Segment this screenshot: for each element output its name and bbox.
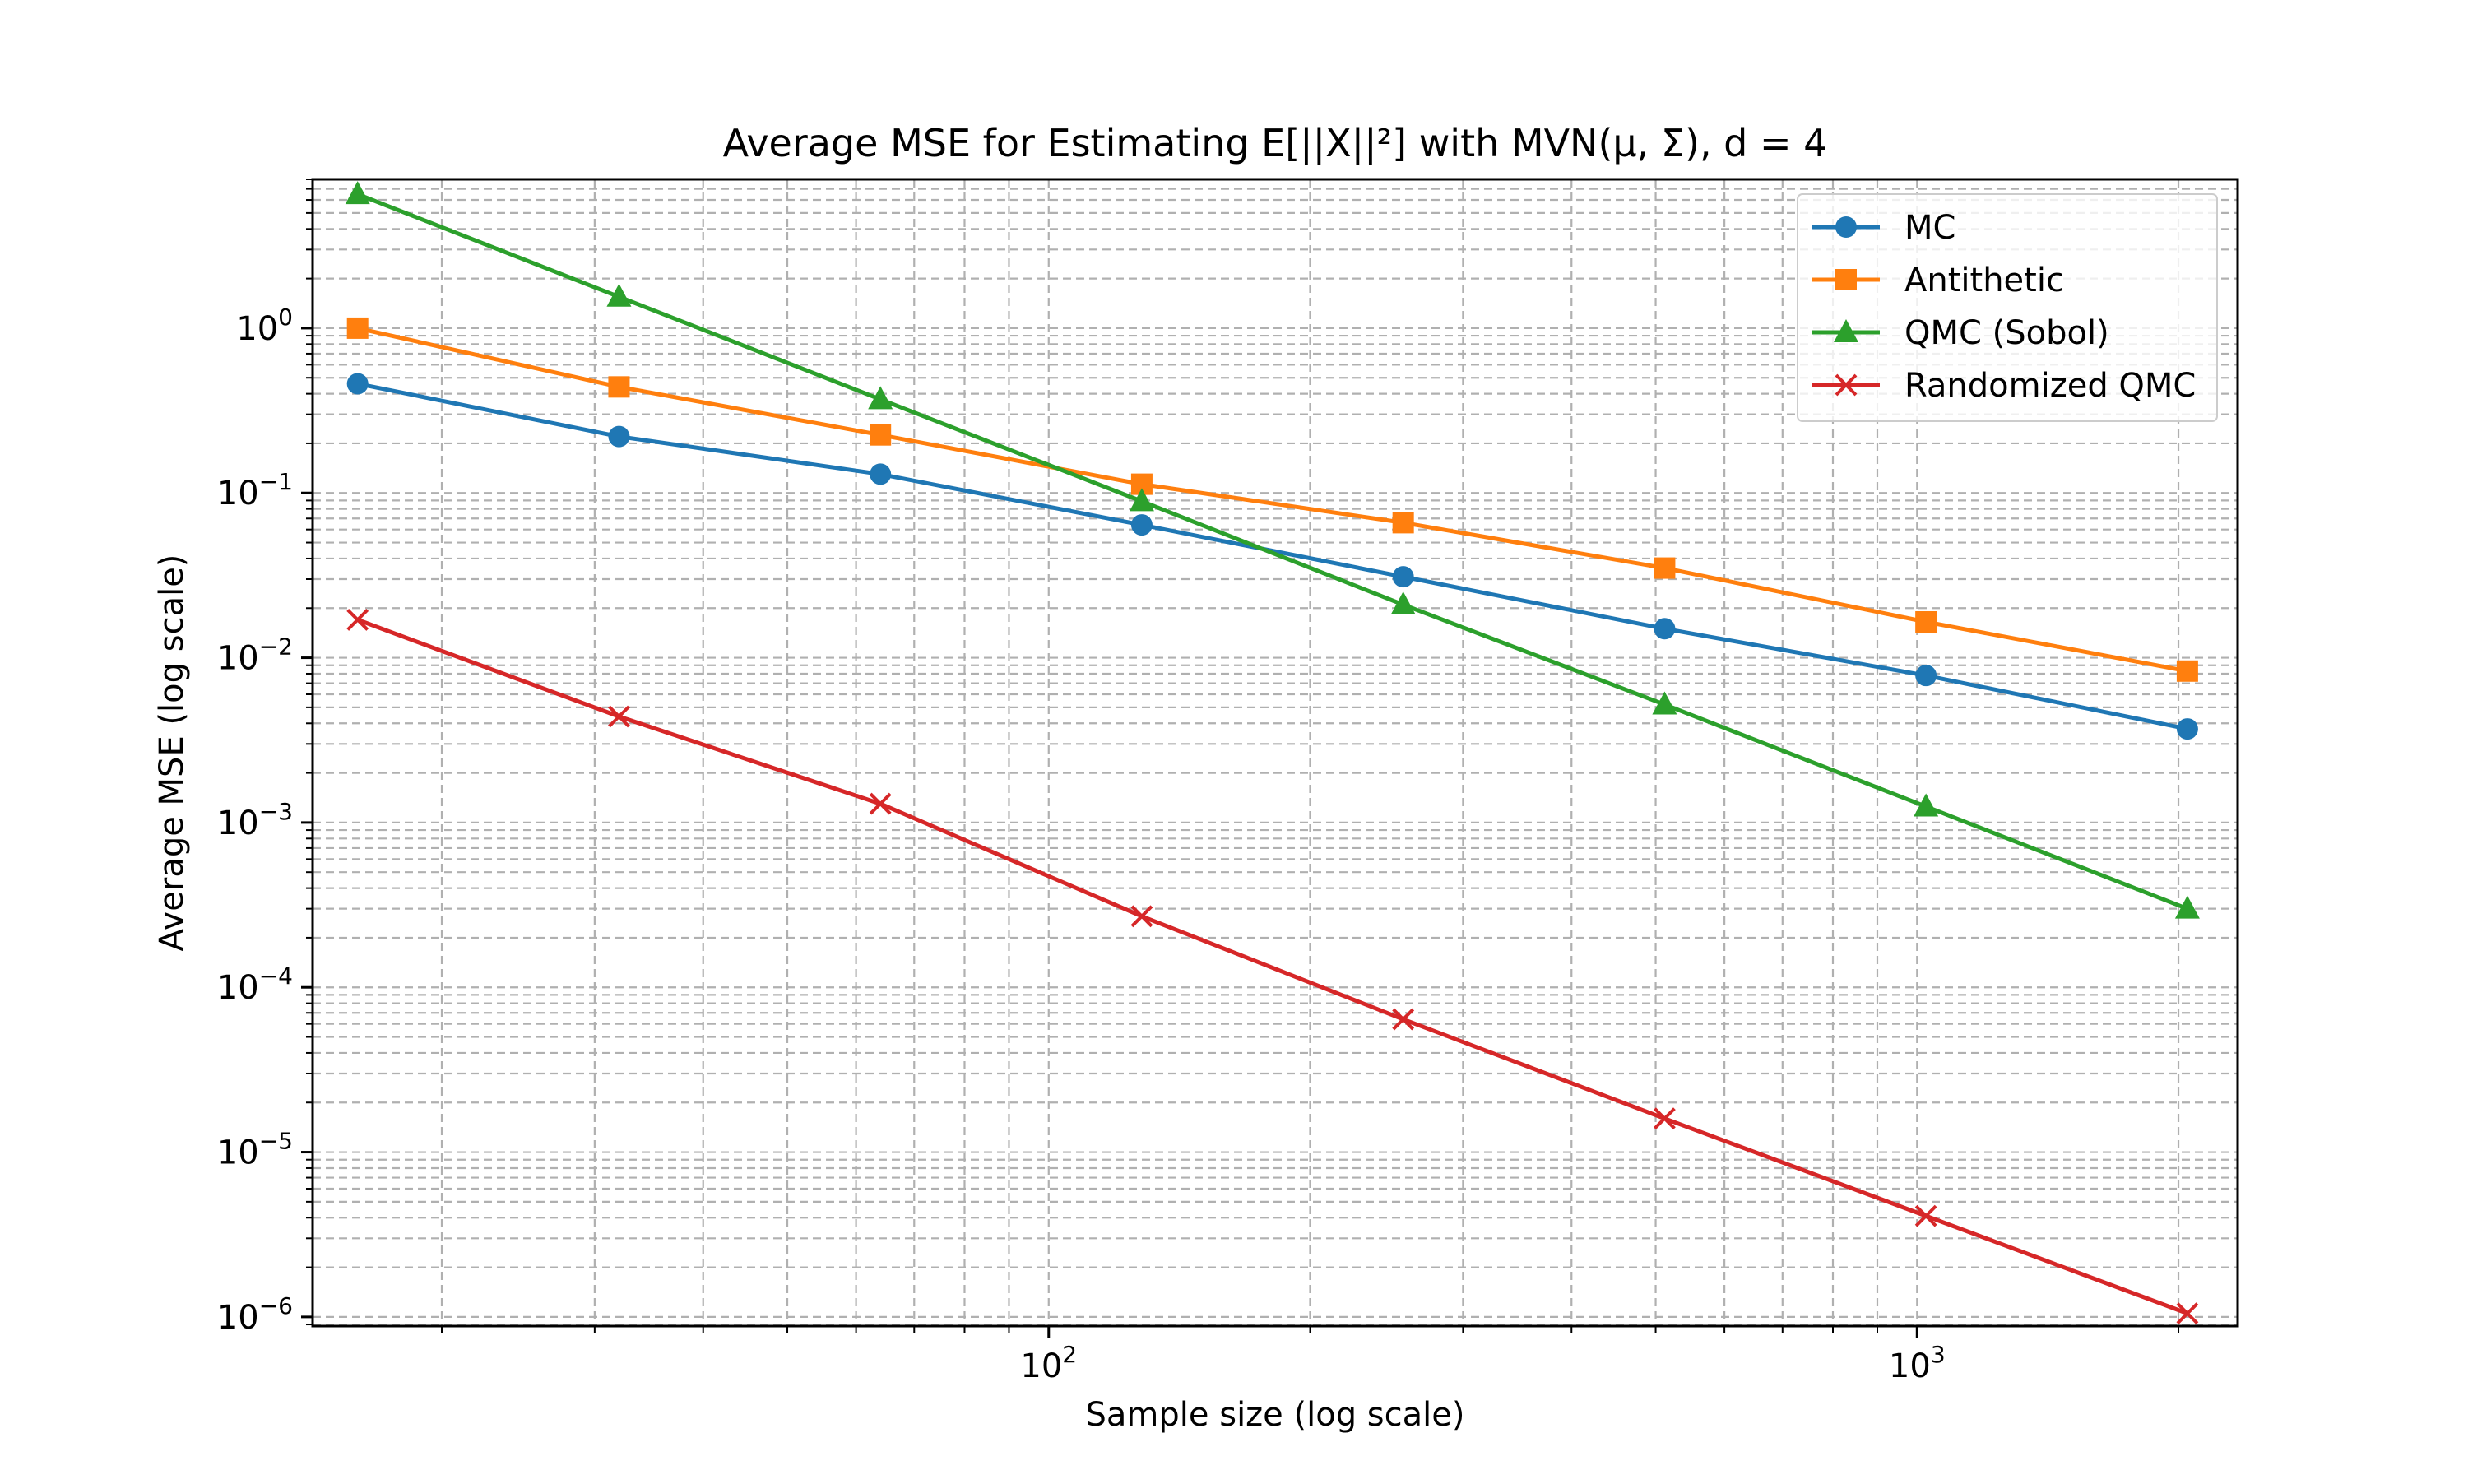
data-point [608, 705, 630, 728]
legend-marker [1835, 373, 1858, 397]
data-point [1915, 665, 1937, 687]
series-layer [345, 181, 2200, 1325]
legend-marker [1834, 319, 1858, 342]
legend-marker [1835, 269, 1857, 290]
data-point [608, 376, 630, 398]
data-point [606, 283, 632, 307]
chart-title: Average MSE for Estimating E[||X||²] wit… [723, 121, 1828, 166]
y-tick-label: 10−1 [217, 468, 293, 512]
data-point [1130, 905, 1153, 928]
x-axis-label: Sample size (log scale) [1086, 1396, 1465, 1434]
y-tick-label: 10−2 [217, 633, 293, 678]
data-point [870, 463, 892, 485]
legend-entry: MC [1812, 209, 1955, 247]
data-point [1915, 611, 1937, 633]
data-point [1392, 512, 1414, 534]
data-point [346, 317, 369, 339]
data-point [1652, 691, 1677, 715]
legend-entry: QMC (Sobol) [1812, 314, 2109, 352]
data-point [346, 373, 369, 395]
series-randomized-qmc [346, 608, 2199, 1325]
data-point [2176, 718, 2198, 740]
series-qmc-sobol [345, 181, 2200, 919]
data-point [1654, 618, 1676, 640]
data-point [608, 425, 630, 448]
series-line [357, 326, 2188, 674]
y-axis-label: Average MSE (log scale) [153, 554, 191, 952]
ticks: 102 103 100 10−1 10−2 10−3 10−4 10−5 10−6 [217, 179, 2180, 1385]
data-point [1914, 1204, 1937, 1227]
data-point [346, 608, 369, 631]
x-tick-label: 103 [1889, 1341, 1946, 1385]
legend-entry: Randomized QMC [1812, 367, 2196, 405]
legend-label: QMC (Sobol) [1904, 314, 2109, 352]
data-point [869, 792, 892, 815]
data-point [1130, 514, 1153, 536]
grid-lines [313, 178, 2238, 1326]
data-point [1654, 1107, 1676, 1130]
data-point [345, 181, 370, 205]
legend-label: Randomized QMC [1904, 367, 2196, 405]
legend-label: Antithetic [1904, 262, 2064, 299]
y-tick-label: 100 [236, 304, 293, 348]
legend-entry: Antithetic [1812, 262, 2064, 299]
data-point [1129, 488, 1154, 512]
series-antithetic [346, 317, 2198, 682]
x-tick-label: 102 [1020, 1341, 1077, 1385]
y-tick-label: 10−6 [217, 1292, 293, 1337]
legend-box [1797, 193, 2218, 422]
y-tick-label: 10−4 [217, 962, 293, 1007]
data-point [870, 424, 892, 446]
series-line [356, 192, 2188, 911]
legend-label: MC [1904, 209, 1955, 247]
data-point [1654, 557, 1676, 579]
data-point [1392, 1008, 1415, 1031]
data-point [1914, 793, 1939, 817]
data-point [2176, 1302, 2199, 1325]
series-line [356, 618, 2188, 1315]
data-point [2174, 895, 2200, 919]
plot-area-frame [311, 178, 2239, 1328]
legend-marker [1835, 216, 1857, 238]
data-point [1390, 591, 1416, 615]
data-point [868, 386, 893, 410]
y-tick-label: 10−3 [217, 798, 293, 842]
y-tick-label: 10−5 [217, 1128, 293, 1172]
data-point [2176, 660, 2198, 682]
data-point [1392, 566, 1414, 588]
legend: MC Antithetic QMC (Sobol) Randomized QMC [1797, 193, 2218, 422]
